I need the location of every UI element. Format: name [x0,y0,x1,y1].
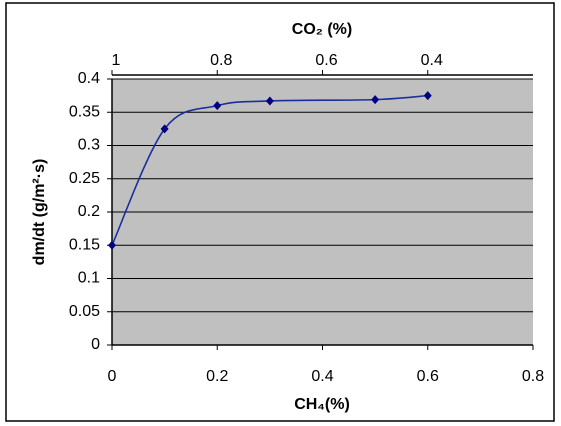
y-tick-label: 0.3 [78,137,100,154]
y-tick-label: 0.05 [69,303,100,320]
data-point [265,96,274,106]
y-tick-label: 0.1 [78,270,100,287]
x2-tick-label: 0.6 [315,52,337,69]
x2-tick-label: 0.4 [421,52,443,69]
x2-tick-label: 1 [112,52,121,69]
x-tick-label: 0.6 [417,368,439,385]
y-tick-label: 0.2 [78,203,100,220]
x2-axis-title: CO₂ (%) [292,21,352,38]
data-point [371,95,380,105]
y-tick-label: 0 [91,336,100,353]
x2-tick-label: 0.8 [210,52,232,69]
x-axis-title: CH₄(%) [294,396,350,413]
x-tick-label: 0.2 [206,368,228,385]
y-tick-label: 0.4 [78,70,100,87]
x-tick-label: 0.8 [522,368,544,385]
data-point [160,124,169,134]
y-axis-title: dm/dt (g/m²·s) [31,159,48,266]
y-tick-label: 0.25 [69,170,100,187]
data-point [213,101,222,111]
x-tick-label: 0.4 [311,368,333,385]
x-tick-label: 0 [108,368,117,385]
y-tick-label: 0.15 [69,236,100,253]
data-point [108,240,116,250]
y-tick-label: 0.35 [69,103,100,120]
data-point [423,91,432,101]
